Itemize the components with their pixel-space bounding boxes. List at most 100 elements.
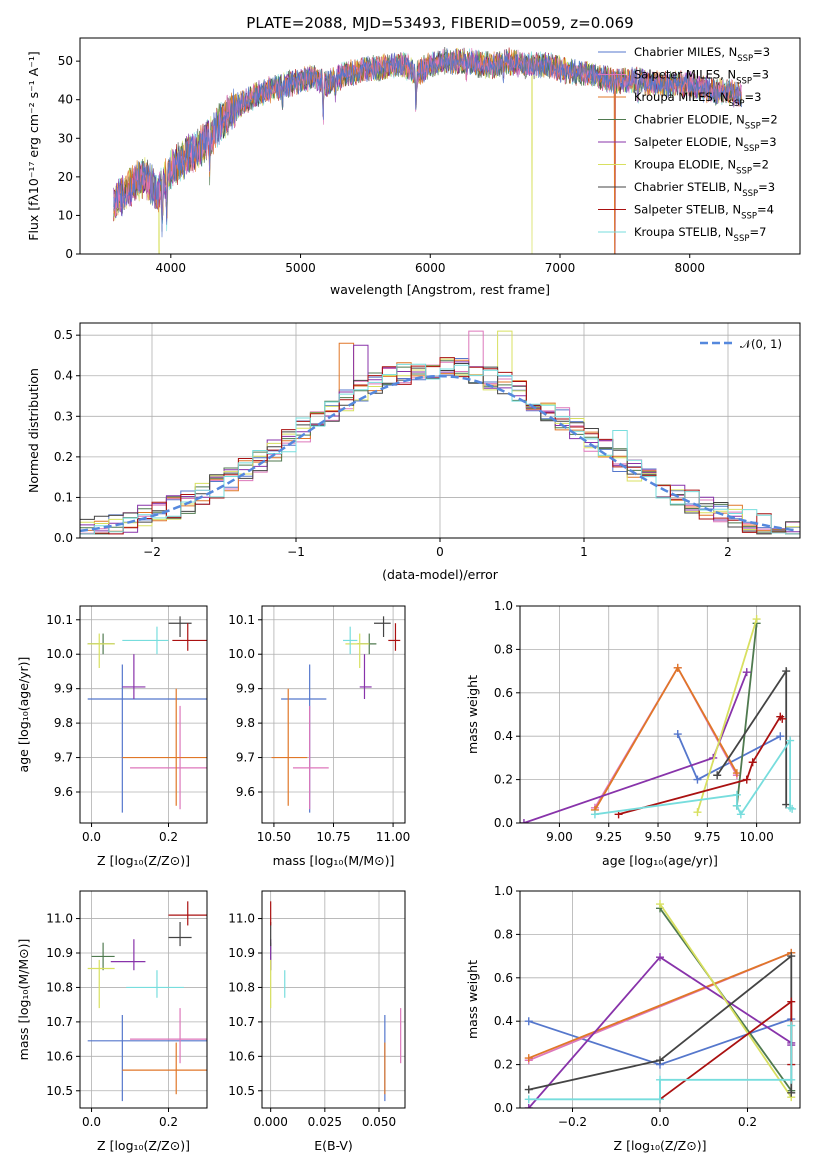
plot-residuals: −2 −1 0 1 2 0.0 0.1 0.2 0.3 0.4 0.5 (data-model)/er… xyxy=(26,322,801,582)
series-marker xyxy=(782,667,791,676)
y-tick-label: 0.2 xyxy=(494,1058,513,1072)
y-tick-label: 10 xyxy=(58,208,73,222)
plot-area xyxy=(262,606,405,823)
legend: Chabrier MILES, NSSP=3 Salpeter MILES, NS… xyxy=(598,45,778,244)
series-marker xyxy=(748,758,757,767)
error-point xyxy=(122,626,169,655)
axes-frame xyxy=(79,37,801,255)
series-marker xyxy=(524,1095,533,1104)
error-point xyxy=(359,654,372,699)
error-point xyxy=(343,626,358,655)
x-tick-label: 9.25 xyxy=(595,830,622,844)
error-point xyxy=(345,633,370,668)
plot-spectrum: 4000 5000 6000 7000 8000 0 10 20 30 40 50 wavelengt… xyxy=(26,37,801,297)
y-axis-label: age [log₁₀(age/yr)] xyxy=(16,657,31,773)
series-marker xyxy=(656,1095,664,1104)
series-marker xyxy=(656,953,664,962)
y-tick-label: 9.8 xyxy=(236,716,255,730)
series-line xyxy=(659,903,793,1098)
plot-area xyxy=(520,891,800,1108)
y-tick-label: 0.3 xyxy=(54,409,73,423)
x-tick-label: −0.2 xyxy=(558,1115,587,1129)
series-marker xyxy=(787,1075,796,1084)
x-tick-label: 9.50 xyxy=(645,830,672,844)
series-marker xyxy=(787,952,796,961)
plot-age_vs_mass: 10.50 10.75 11.00 9.6 9.7 9.8 9.9 10.0 10.1 mass … xyxy=(228,605,410,868)
error-point xyxy=(374,616,391,637)
series-line xyxy=(736,623,758,806)
error-point xyxy=(292,705,329,810)
error-point xyxy=(87,1015,207,1102)
histogram-step xyxy=(80,363,800,535)
y-tick-label: 10.6 xyxy=(46,1049,73,1063)
series-marker xyxy=(742,775,751,784)
x-tick-label: 0.0 xyxy=(82,830,101,844)
x-axis-label: mass [log₁₀(M/M⊙)] xyxy=(273,853,395,868)
x-axis-label: Z [log₁₀(Z/Z⊙)] xyxy=(614,1138,707,1153)
series-marker xyxy=(752,615,761,624)
error-point xyxy=(110,939,146,971)
y-tick-label: 0.6 xyxy=(494,686,513,700)
y-tick-label: 0.2 xyxy=(54,450,73,464)
plot-mass_weight_vs_age: 9.00 9.25 9.50 9.75 10.00 0.0 0.2 0.4 0.6 0.8 1.0 a… xyxy=(465,599,801,868)
error-point xyxy=(122,1042,207,1095)
error-point xyxy=(122,654,146,699)
series-marker xyxy=(656,900,664,909)
x-tick-label: −2 xyxy=(143,545,161,559)
figure-title: PLATE=2088, MJD=53493, FIBERID=0059, z=0… xyxy=(246,14,633,32)
legend-entry: Chabrier MILES, NSSP=3 xyxy=(634,45,770,64)
y-tick-label: 10.7 xyxy=(228,1015,255,1029)
y-tick-label: 9.7 xyxy=(236,751,255,765)
series-marker xyxy=(524,1054,533,1063)
x-tick-label: 11.00 xyxy=(376,830,410,844)
legend-entry: Kroupa STELIB, NSSP=7 xyxy=(634,225,766,244)
series-line xyxy=(696,618,758,813)
series-marker xyxy=(673,663,682,672)
axes-frame xyxy=(519,605,801,824)
x-tick-label: 9.75 xyxy=(694,830,721,844)
error-point xyxy=(388,623,401,651)
series-line xyxy=(659,999,793,1101)
histogram-step xyxy=(80,357,800,535)
y-tick-label: 10.1 xyxy=(46,613,73,627)
x-tick-label: 0.025 xyxy=(308,1115,342,1129)
plot-mass_weight_vs_Z: −0.2 0.0 0.2 0.0 0.2 0.4 0.6 0.8 1.0 Z [log₁₀(Z/Z… xyxy=(465,884,801,1153)
series-marker xyxy=(787,1021,796,1030)
y-tick-label: 10.1 xyxy=(228,613,255,627)
x-tick-label: 2 xyxy=(724,545,732,559)
x-tick-label: 7000 xyxy=(545,261,576,275)
x-tick-label: 10.50 xyxy=(257,830,291,844)
legend-entry: Chabrier ELODIE, NSSP=2 xyxy=(634,113,778,132)
y-tick-label: 20 xyxy=(58,170,73,184)
axes-frame xyxy=(79,605,208,824)
legend-entry: 𝒩(0, 1) xyxy=(740,337,782,351)
series-marker xyxy=(524,1104,533,1108)
plot-age_vs_Z: 0.0 0.2 9.6 9.7 9.8 9.9 10.0 10.1 Z [log₁₀(Z/Z⊙)… xyxy=(16,605,208,868)
legend-entry: Salpeter ELODIE, NSSP=3 xyxy=(634,135,777,154)
y-tick-label: 0 xyxy=(65,247,73,261)
x-tick-label: 0.000 xyxy=(253,1115,287,1129)
x-axis-label: Z [log₁₀(Z/Z⊙)] xyxy=(97,1138,190,1153)
y-tick-label: 9.8 xyxy=(54,716,73,730)
plot-area xyxy=(80,606,207,823)
y-tick-label: 30 xyxy=(58,131,73,145)
series-marker xyxy=(590,810,599,819)
y-tick-label: 10.0 xyxy=(228,647,255,661)
spectrum-line xyxy=(113,48,742,238)
error-point xyxy=(168,901,207,926)
plot-area xyxy=(520,606,800,823)
grid-lines xyxy=(262,606,405,823)
y-tick-label: 9.9 xyxy=(54,682,73,696)
series-marker xyxy=(713,771,722,780)
series-marker xyxy=(524,1085,533,1094)
series-marker xyxy=(788,804,797,813)
x-tick-label: 0.2 xyxy=(159,1115,178,1129)
series-marker xyxy=(656,1075,664,1084)
y-tick-label: 0.1 xyxy=(54,490,73,504)
series-marker xyxy=(787,1088,796,1097)
y-tick-label: 10.9 xyxy=(46,946,73,960)
series-marker xyxy=(778,714,787,723)
y-tick-label: 10.7 xyxy=(46,1015,73,1029)
axes-frame xyxy=(79,890,208,1109)
axes-frame xyxy=(261,890,406,1109)
